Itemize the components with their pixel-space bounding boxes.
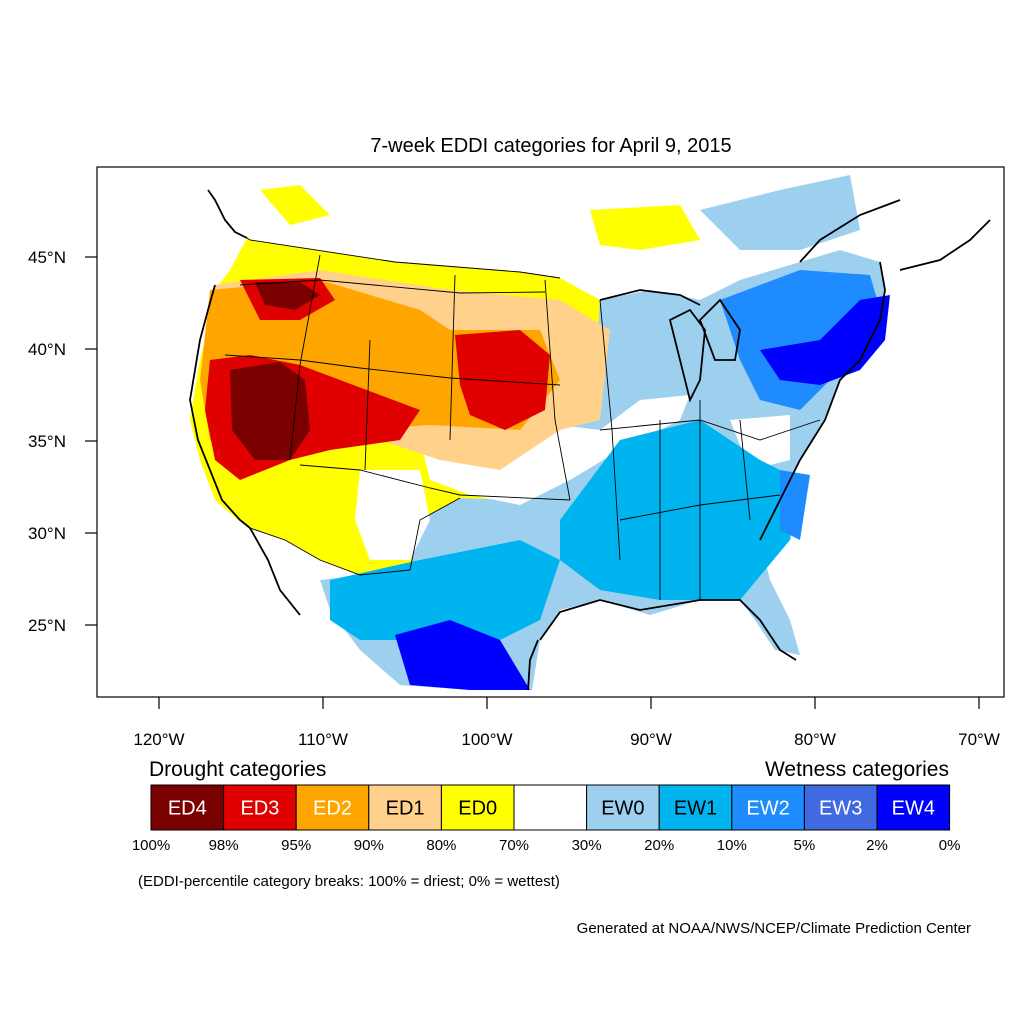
- longitude-axis: 120°W 110°W 100°W 90°W 80°W 70°W: [133, 697, 1000, 749]
- percentile-break-label: 98%: [209, 837, 239, 854]
- lat-tick-label: 25°N: [28, 616, 66, 635]
- lat-tick-label: 35°N: [28, 432, 66, 451]
- ed0-region: [260, 185, 330, 225]
- ew2-region: [720, 270, 880, 410]
- percentile-break-label: 95%: [281, 837, 311, 854]
- ed3-region: [455, 330, 550, 430]
- legend-category-label: ED1: [386, 798, 425, 820]
- ed4-region: [255, 282, 320, 310]
- percentile-break-label: 0%: [939, 837, 961, 854]
- legend-swatch: [658, 784, 733, 831]
- wetness-categories-heading: Wetness categories: [765, 758, 949, 781]
- lon-tick-label: 100°W: [461, 730, 512, 749]
- legend-swatch: [440, 784, 515, 831]
- ew0-region: [700, 175, 860, 250]
- legend-swatch: [368, 784, 442, 831]
- legend-category-label: EW3: [819, 798, 862, 820]
- latitude-axis: 45°N 40°N 35°N 30°N 25°N: [28, 248, 97, 635]
- percentile-break-label: 70%: [499, 837, 529, 854]
- legend-swatch: [223, 784, 297, 831]
- map-panel: [96, 166, 1005, 698]
- map-frame: [96, 166, 1005, 698]
- percentile-break-label: 100%: [132, 837, 170, 854]
- legend-swatch: [295, 784, 370, 831]
- neutral-zone: [355, 470, 430, 560]
- percentile-break-labels: 100% 98% 95% 90% 80% 70% 30% 20% 10% 5% 2% 0%: [132, 837, 961, 854]
- legend-swatch: [876, 784, 951, 831]
- state-boundaries: [224, 237, 821, 600]
- percentile-break-label: 90%: [354, 837, 384, 854]
- percentile-break-label: 10%: [717, 837, 747, 854]
- legend-category-label: EW4: [892, 798, 935, 820]
- category-breaks-note: (EDDI-percentile category breaks: 100% =…: [138, 873, 560, 890]
- lon-tick-label: 80°W: [794, 730, 836, 749]
- lon-tick-label: 70°W: [958, 730, 1000, 749]
- ed0-region: [590, 205, 700, 250]
- ew2-region: [780, 470, 810, 540]
- legend-swatch: [513, 784, 588, 831]
- legend-category-label: ED3: [240, 798, 279, 820]
- legend-category-label: EW0: [601, 798, 644, 820]
- legend-swatch: [586, 784, 660, 831]
- ew4-region: [395, 620, 530, 690]
- percentile-break-label: 20%: [644, 837, 674, 854]
- legend-category-label: EW2: [746, 798, 789, 820]
- ed4-region: [230, 362, 310, 460]
- map-title: 7-week EDDI categories for April 9, 2015: [370, 135, 731, 157]
- percentile-break-label: 5%: [794, 837, 816, 854]
- percentile-break-label: 30%: [572, 837, 602, 854]
- lat-tick-label: 30°N: [28, 524, 66, 543]
- neutral-zone: [420, 395, 690, 505]
- lat-tick-label: 45°N: [28, 248, 66, 267]
- lat-tick-label: 40°N: [28, 340, 66, 359]
- legend-category-label: ED2: [313, 798, 352, 820]
- legend-swatch: [803, 784, 878, 831]
- legend-swatch: [150, 784, 225, 831]
- drought-categories-heading: Drought categories: [149, 758, 326, 781]
- lon-tick-label: 120°W: [133, 730, 184, 749]
- legend-category-label: ED4: [168, 798, 207, 820]
- percentile-break-label: 80%: [426, 837, 456, 854]
- lon-tick-label: 90°W: [630, 730, 672, 749]
- category-legend-bar: ED4 ED3 ED2 ED1 ED0 EW0 EW1 EW2 EW3 EW4: [150, 784, 951, 831]
- legend-category-label: EW1: [674, 798, 717, 820]
- ew1-region: [330, 540, 560, 640]
- coastlines: [189, 189, 991, 691]
- credit-line: Generated at NOAA/NWS/NCEP/Climate Predi…: [577, 920, 971, 937]
- percentile-break-label: 2%: [866, 837, 888, 854]
- legend-category-label: ED0: [458, 798, 497, 820]
- lon-tick-label: 110°W: [298, 730, 348, 749]
